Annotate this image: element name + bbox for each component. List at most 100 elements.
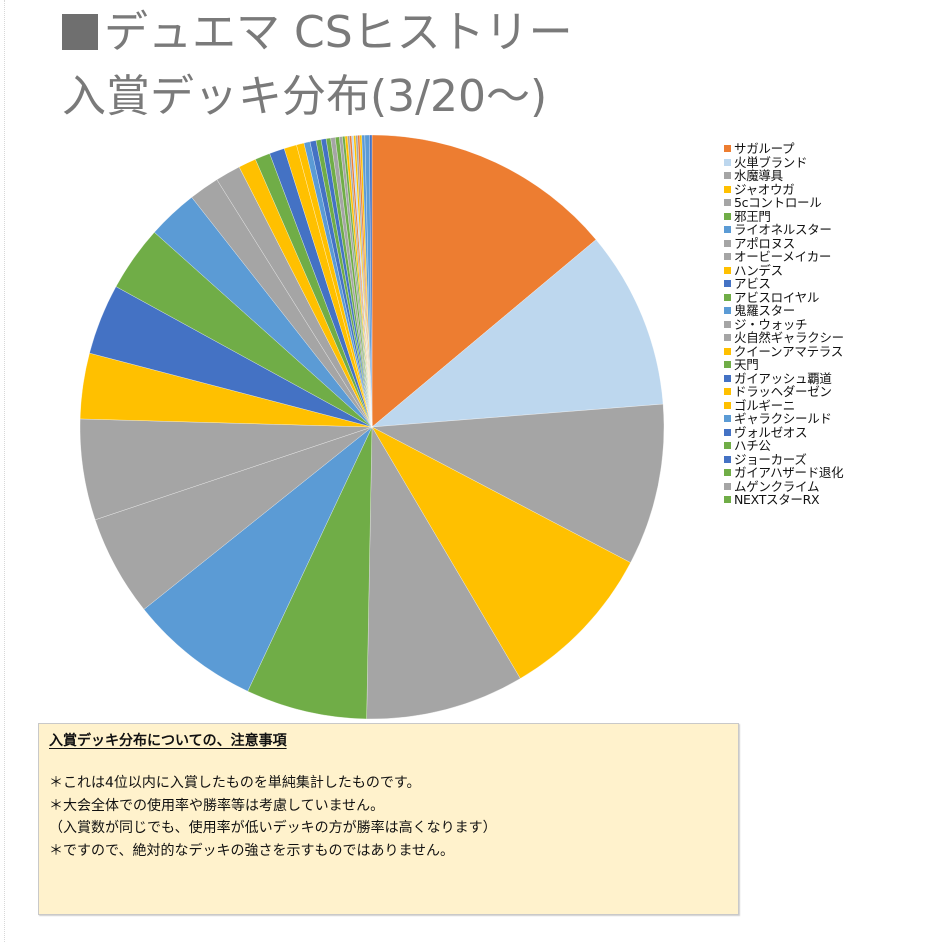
legend-item: クイーンアマテラス	[724, 343, 844, 359]
legend-item: 水魔導具	[724, 169, 844, 183]
legend-marker-icon	[724, 388, 731, 396]
legend-item: ガイアッシュ覇道	[724, 370, 844, 386]
legend-label: ヴォルゼオス	[734, 424, 808, 440]
legend-item: 邪王門	[724, 208, 844, 224]
legend-item: アビス	[724, 277, 844, 291]
legend-label: アビス	[734, 276, 771, 291]
legend-label: アビスロイヤル	[734, 289, 820, 305]
black-square-icon	[62, 14, 98, 50]
legend-marker-icon	[724, 482, 731, 490]
legend-item: アポロヌス	[724, 235, 844, 251]
legend-label: ジョーカーズ	[734, 451, 807, 467]
pie-slice	[371, 403, 665, 564]
legend-marker-icon	[724, 401, 731, 409]
legend-marker-icon	[724, 293, 731, 301]
pie-slice	[371, 239, 664, 428]
legend-label: 5cコントロール	[734, 195, 822, 210]
notes-box: 入賞デッキ分布についての、注意事項 ＊これは4位以内に入賞したものを単純集計した…	[38, 723, 739, 915]
legend-marker-icon	[724, 145, 731, 153]
legend-label: オービーメイカー	[734, 249, 832, 264]
legend-item: ハンデス	[724, 262, 844, 278]
legend-label: ガイアハザード退化	[734, 465, 844, 480]
legend-item: ハチ公	[724, 439, 844, 453]
legend-item: ドラッヘダーゼン	[724, 385, 844, 399]
legend-item: ギャラクシールド	[724, 412, 844, 426]
legend-marker-icon	[724, 199, 731, 207]
chart-legend: サガループ 火単ブランド 水魔導具 ジャオウガ 5cコントロール 邪王門 ライオネルスターア…	[724, 142, 844, 507]
legend-marker-icon	[724, 469, 731, 477]
legend-marker-icon	[724, 361, 731, 369]
legend-label: 水魔導具	[734, 168, 783, 183]
legend-marker-icon	[724, 212, 731, 220]
title-line-1-text: デュエマ CSヒストリー	[104, 7, 573, 58]
legend-item: 5cコントロール	[724, 196, 844, 210]
legend-item: オービーメイカー	[724, 250, 844, 264]
legend-marker-icon	[724, 280, 731, 288]
legend-marker-icon	[724, 266, 731, 274]
legend-label: ギャラクシールド	[734, 411, 832, 426]
pie-slice	[247, 426, 373, 720]
legend-item: 火単ブランド	[724, 154, 844, 170]
legend-marker-icon	[724, 158, 731, 166]
legend-item: NEXTスターRX	[724, 493, 844, 507]
legend-label: ライオネルスター	[734, 222, 832, 237]
notes-line: ＊ですので、絶対的なデッキの強さを示すものではありません。	[49, 842, 455, 859]
legend-item: ガイアハザード退化	[724, 466, 844, 480]
notes-line: ＊これは4位以内に入賞したものを単純集計したものです。	[49, 775, 421, 791]
legend-label: 邪王門	[734, 208, 771, 224]
title-line-1: デュエマ CSヒストリー	[62, 8, 573, 58]
legend-label: 火自然ギャラクシー	[734, 330, 844, 345]
legend-item: ジャオウガ	[724, 181, 844, 197]
legend-label: アポロヌス	[734, 235, 796, 251]
legend-item: 火自然ギャラクシー	[724, 331, 844, 345]
notes-line: （入賞数が同じでも、使用率が低いデッキの方が勝率は高くなります）	[49, 820, 497, 836]
legend-marker-icon	[724, 239, 731, 247]
legend-marker-icon	[724, 428, 731, 436]
legend-label: ジャオウガ	[734, 181, 795, 197]
legend-item: アビスロイヤル	[724, 289, 844, 305]
legend-label: クイーンアマテラス	[734, 343, 843, 359]
legend-label: ガイアッシュ覇道	[734, 370, 832, 386]
legend-marker-icon	[724, 334, 731, 342]
pie-slice	[371, 426, 631, 679]
legend-marker-icon	[724, 172, 731, 180]
legend-marker-icon	[724, 347, 731, 355]
legend-label: サガループ	[734, 141, 795, 156]
legend-marker-icon	[724, 496, 731, 504]
legend-marker-icon	[724, 374, 731, 382]
title-line-2: 入賞デッキ分布(3/20～)	[62, 71, 548, 122]
legend-item: ジ・ウォッチ	[724, 316, 844, 332]
legend-marker-icon	[724, 415, 731, 423]
legend-item: ライオネルスター	[724, 223, 844, 237]
legend-item: 鬼羅スター	[724, 304, 844, 318]
legend-label: ゴルギーニ	[734, 397, 796, 413]
legend-label: 天門	[734, 357, 759, 372]
pie-slice	[369, 134, 373, 428]
legend-marker-icon	[724, 307, 731, 315]
legend-label: ムゲンクライム	[734, 478, 820, 494]
page-edge-guide	[4, 0, 5, 942]
legend-label: 火単ブランド	[734, 154, 808, 170]
legend-marker-icon	[724, 226, 731, 234]
notes-line: ＊大会全体での使用率や勝率等は考慮していません。	[49, 797, 385, 814]
legend-item: ヴォルゼオス	[724, 424, 844, 440]
legend-label: ドラッヘダーゼン	[734, 384, 832, 399]
legend-marker-icon	[724, 185, 731, 193]
pie-slice	[143, 426, 373, 692]
legend-label: ジ・ウォッチ	[734, 316, 808, 332]
legend-marker-icon	[724, 320, 731, 328]
legend-marker-icon	[724, 253, 731, 261]
pie-slice	[366, 426, 521, 720]
legend-item: 天門	[724, 358, 844, 372]
pie-slice	[371, 134, 597, 428]
legend-label: ハンデス	[734, 262, 783, 278]
legend-label: NEXTスターRX	[734, 492, 820, 507]
legend-item: ムゲンクライム	[724, 478, 844, 494]
legend-label: ハチ公	[734, 438, 771, 453]
legend-marker-icon	[724, 455, 731, 463]
legend-item: ジョーカーズ	[724, 451, 844, 467]
legend-item: サガループ	[724, 142, 844, 156]
legend-label: 鬼羅スター	[734, 303, 796, 318]
notes-title: 入賞デッキ分布についての、注意事項	[49, 733, 287, 749]
